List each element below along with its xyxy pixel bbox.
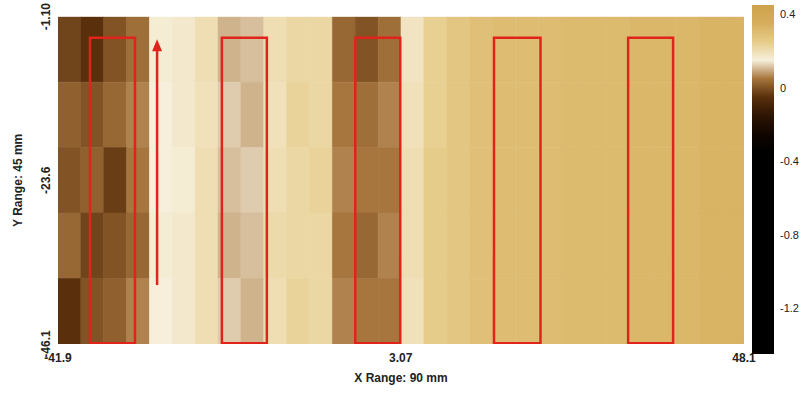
svg-text:-23.6: -23.6 (39, 166, 53, 194)
svg-text:Y Range: 45 mm: Y Range: 45 mm (11, 134, 25, 227)
svg-text:0.4: 0.4 (780, 8, 795, 20)
svg-text:-41.9: -41.9 (44, 351, 72, 365)
svg-text:-0.8: -0.8 (780, 229, 799, 241)
svg-text:-0.4: -0.4 (780, 155, 799, 167)
svg-text:0: 0 (780, 82, 786, 94)
svg-text:X Range: 90 mm: X Range: 90 mm (354, 371, 447, 385)
svg-text:-46.1: -46.1 (39, 330, 53, 358)
svg-text:-1.10: -1.10 (39, 3, 53, 31)
svg-text:3.07: 3.07 (389, 351, 413, 365)
svg-text:48.1: 48.1 (732, 351, 756, 365)
svg-text:-1.2: -1.2 (780, 302, 799, 314)
